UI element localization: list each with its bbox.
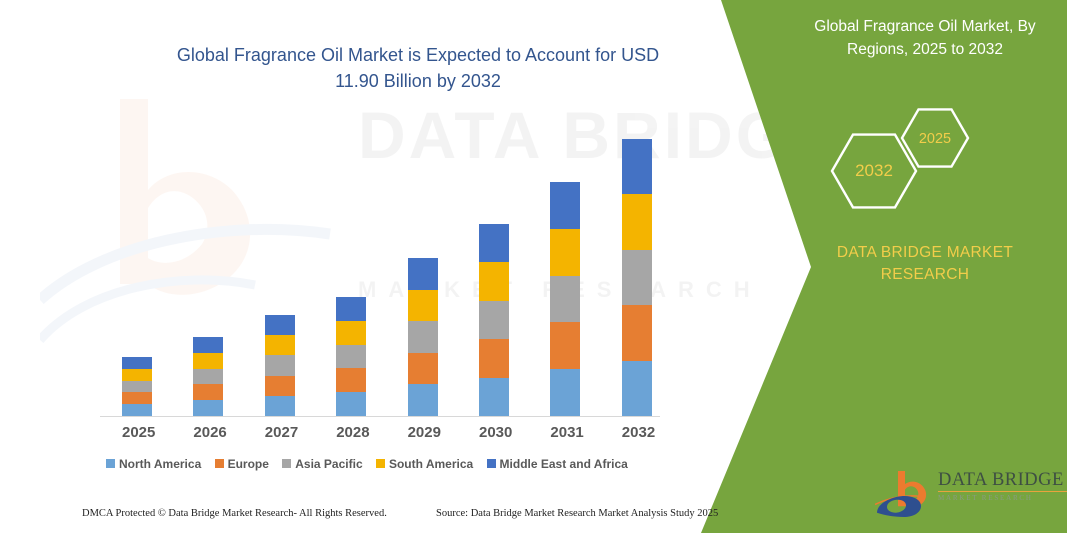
svg-text:2025: 2025 [919, 131, 951, 147]
svg-text:2032: 2032 [855, 161, 893, 180]
